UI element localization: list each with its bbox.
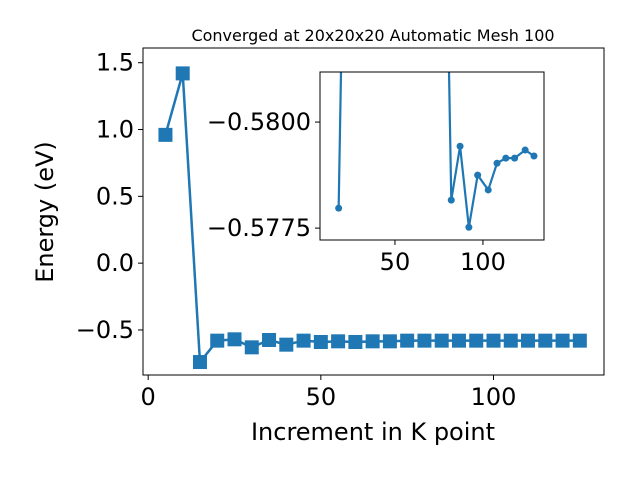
data-point — [296, 333, 311, 348]
data-point — [175, 66, 190, 81]
y-tick-label: −0.5775 — [207, 214, 311, 242]
data-point — [158, 127, 173, 142]
x-tick-label: 50 — [306, 383, 337, 411]
x-tick-label: 50 — [380, 248, 411, 276]
axes-frame — [142, 47, 605, 376]
data-point — [417, 333, 432, 348]
x-tick-label: 100 — [471, 383, 517, 411]
data-point — [538, 333, 553, 348]
data-point — [434, 333, 449, 348]
data-point — [493, 159, 501, 167]
data-point — [335, 204, 343, 212]
data-point — [555, 333, 570, 348]
data-point — [365, 334, 380, 349]
x-tick-label: 0 — [141, 383, 156, 411]
data-point — [262, 332, 277, 347]
data-point — [382, 334, 397, 349]
y-tick-label: 0.5 — [96, 182, 134, 210]
data-point — [469, 333, 484, 348]
data-point — [331, 334, 346, 349]
axes-frame — [319, 71, 545, 241]
data-point — [511, 154, 519, 162]
plot-area — [320, 72, 544, 240]
data-point — [521, 146, 529, 154]
data-point — [530, 152, 538, 160]
data-point — [474, 171, 482, 179]
data-point — [244, 340, 259, 355]
data-point — [192, 355, 207, 370]
y-tick-label: −0.5 — [76, 316, 134, 344]
x-axis-label: Increment in K point — [251, 418, 495, 446]
data-point — [447, 196, 455, 204]
data-point — [465, 223, 473, 231]
y-tick-label: 0.0 — [96, 249, 134, 277]
y-axis-label: Energy (eV) — [31, 141, 59, 283]
data-point — [227, 332, 242, 347]
plot-clip — [158, 66, 587, 370]
data-point — [210, 333, 225, 348]
data-point — [451, 333, 466, 348]
data-point — [486, 333, 501, 348]
y-tick-label: −0.5800 — [207, 108, 311, 136]
data-point — [348, 334, 363, 349]
data-point — [313, 334, 328, 349]
data-point — [400, 333, 415, 348]
data-point — [279, 337, 294, 352]
x-tick-label: 100 — [460, 248, 506, 276]
data-point — [521, 333, 536, 348]
data-point — [572, 333, 587, 348]
data-point — [456, 142, 464, 150]
data-point — [502, 154, 510, 162]
data-point — [503, 333, 518, 348]
y-tick-label: 1.5 — [96, 49, 134, 77]
plot-clip — [335, 72, 538, 231]
data-point — [484, 186, 492, 194]
y-tick-label: 1.0 — [96, 116, 134, 144]
chart-title: Converged at 20x20x20 Automatic Mesh 100 — [191, 26, 554, 45]
